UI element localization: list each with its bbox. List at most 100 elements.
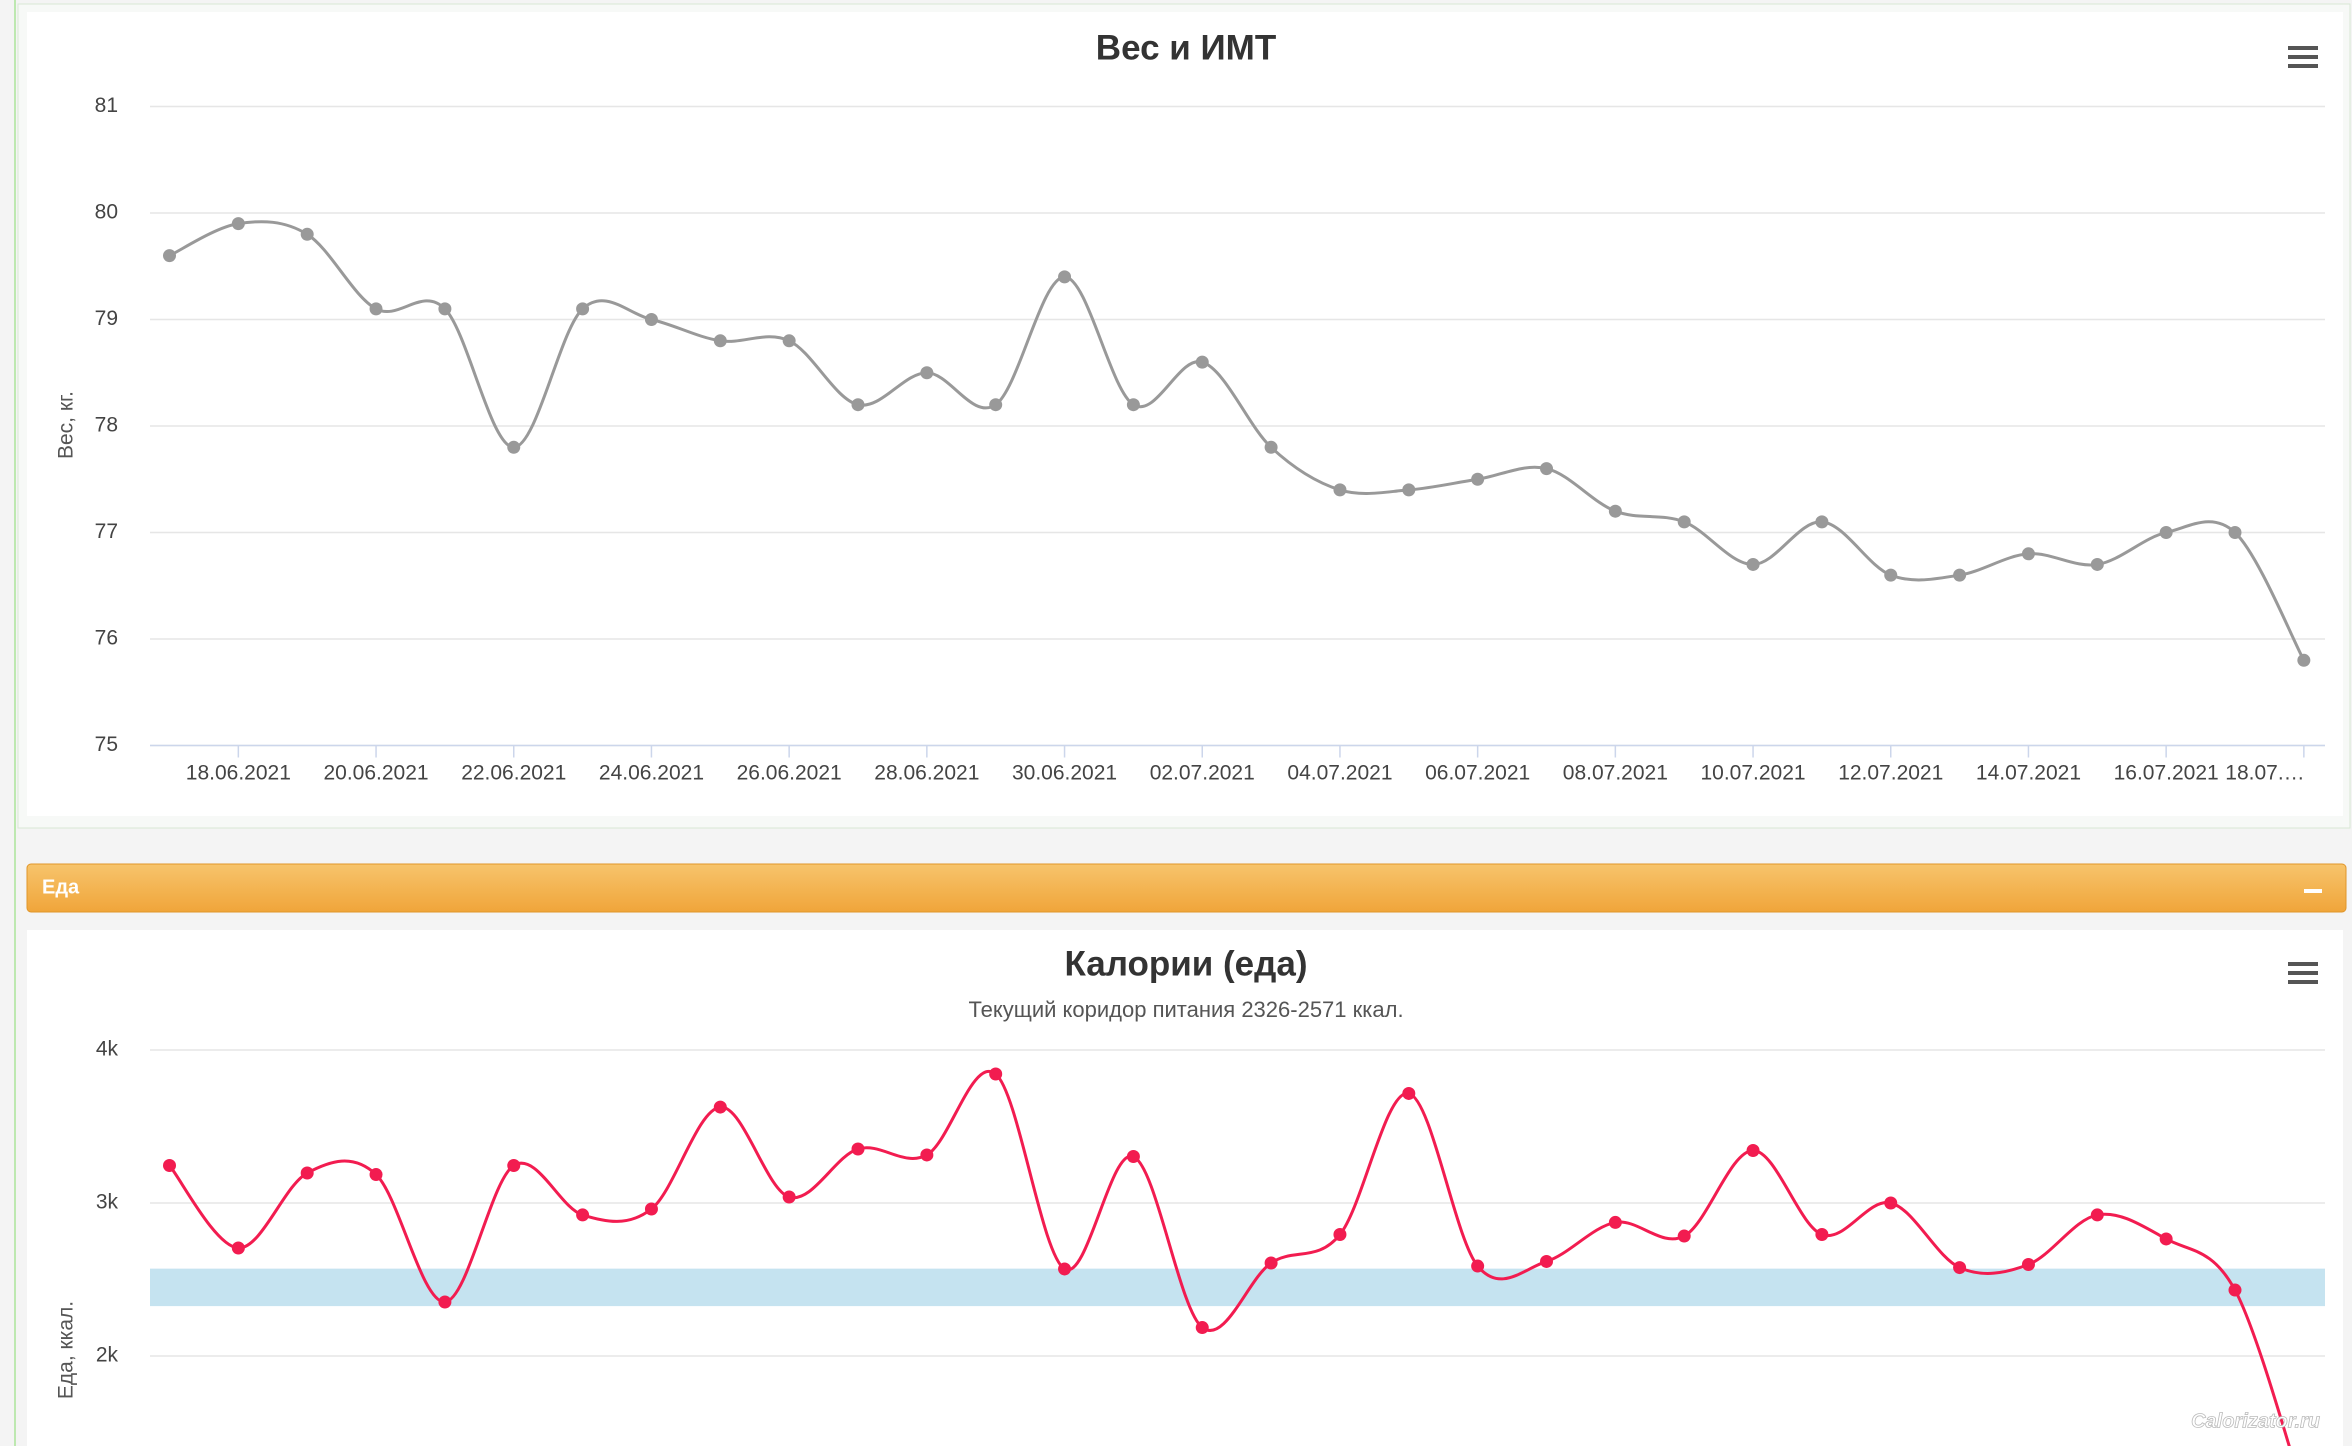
point <box>163 1159 176 1173</box>
point <box>1884 1196 1898 1210</box>
point <box>507 1159 521 1173</box>
point <box>1471 472 1485 486</box>
point <box>851 1142 865 1156</box>
point <box>300 227 314 241</box>
x-tick-label: 28.06.2021 <box>874 762 979 785</box>
point <box>1126 1149 1140 1163</box>
x-tick-label: 30.06.2021 <box>1012 762 1117 785</box>
calorie-chart: Калории (еда) Текущий коридор питания 232… <box>55 944 2325 1446</box>
point <box>1540 462 1553 476</box>
y-tick-label: 79 <box>95 307 118 330</box>
x-tick-label: 14.07.2021 <box>1976 762 2081 785</box>
x-tick-label: 02.07.2021 <box>1150 762 1255 785</box>
x-tick-label: 18.06.2021 <box>186 762 291 785</box>
y-tick-label: 80 <box>95 201 118 224</box>
y-tick-label: 78 <box>95 414 118 437</box>
point <box>231 1241 245 1255</box>
point <box>713 334 727 348</box>
point <box>2090 1208 2104 1222</box>
chart-title: Вес и ИМТ <box>1096 28 1276 67</box>
y-tick-label: 81 <box>95 94 118 117</box>
point <box>1746 557 1760 571</box>
x-tick-label: 10.07.2021 <box>1700 762 1805 785</box>
panel-title: Еда <box>42 876 80 898</box>
point <box>1195 355 1209 369</box>
x-tick-label: 08.07.2021 <box>1563 762 1668 785</box>
point <box>1195 1321 1209 1335</box>
point <box>1953 1261 1967 1275</box>
x-tick-label: 24.06.2021 <box>599 762 704 785</box>
point <box>2297 653 2311 667</box>
point <box>1815 515 1829 529</box>
point <box>1402 483 1416 497</box>
chart-card <box>27 12 2343 816</box>
chart-subtitle: Текущий коридор питания 2326-2571 ккал. <box>968 997 1403 1022</box>
left-border <box>14 0 16 1446</box>
point <box>920 1148 934 1162</box>
y-tick-label: 3k <box>96 1191 119 1214</box>
point <box>782 1190 796 1204</box>
weight-chart: Вес и ИМТ Вес, кг. 75 76 77 78 79 80 81 18.06.202… <box>55 28 2325 785</box>
menu-icon[interactable] <box>2288 46 2318 68</box>
y-tick-label: 76 <box>95 627 118 650</box>
x-tick-label: 26.06.2021 <box>737 762 842 785</box>
point <box>1471 1259 1485 1273</box>
point <box>576 302 590 316</box>
point <box>2159 526 2173 539</box>
point <box>2159 1232 2173 1246</box>
point <box>300 1166 314 1180</box>
point <box>1058 1262 1072 1276</box>
point <box>713 1100 727 1114</box>
x-tick-label: 06.07.2021 <box>1425 762 1530 785</box>
point <box>782 334 796 348</box>
collapse-icon[interactable] <box>2304 889 2322 893</box>
point <box>1333 483 1347 497</box>
point <box>1677 515 1691 529</box>
point <box>438 1295 452 1309</box>
x-tick-label: 22.06.2021 <box>461 762 566 785</box>
y-tick-label: 77 <box>95 520 118 543</box>
point <box>989 1067 1003 1081</box>
chart-title: Калории (еда) <box>1064 944 1307 983</box>
point <box>1402 1086 1416 1100</box>
point <box>507 440 521 454</box>
point <box>1884 568 1898 582</box>
point <box>1608 1215 1622 1229</box>
point <box>369 302 383 316</box>
x-tick-label: 16.07.2021 <box>2114 762 2219 785</box>
watermark: Calorizator.ru <box>2191 1410 2320 1432</box>
point <box>989 398 1003 412</box>
x-tick-label: 20.06.2021 <box>323 762 428 785</box>
y-tick-label: 2k <box>96 1344 119 1367</box>
point <box>1540 1254 1553 1268</box>
point <box>163 249 176 263</box>
panel-header[interactable] <box>26 863 2347 913</box>
menu-icon[interactable] <box>2288 962 2318 984</box>
point <box>1058 270 1072 284</box>
x-tick-label: 18.07.… <box>2225 762 2304 785</box>
plot-band <box>150 1268 2325 1307</box>
point <box>369 1168 383 1182</box>
point <box>1953 568 1967 582</box>
y-axis-title: Вес, кг. <box>55 391 78 459</box>
x-tick-label: 12.07.2021 <box>1838 762 1943 785</box>
point <box>2021 547 2035 561</box>
point <box>2228 526 2242 539</box>
point <box>231 217 245 231</box>
point <box>851 398 865 412</box>
point <box>576 1208 590 1222</box>
point <box>1746 1144 1760 1158</box>
point <box>1264 1256 1278 1270</box>
point <box>438 302 452 316</box>
y-tick-label: 4k <box>96 1038 119 1061</box>
point <box>2228 1283 2242 1297</box>
point <box>1677 1229 1691 1243</box>
y-axis-title: Еда, ккал. <box>55 1301 78 1399</box>
point <box>644 313 658 326</box>
point <box>920 366 934 380</box>
point <box>2090 557 2104 571</box>
point <box>1126 398 1140 412</box>
point <box>1264 440 1278 454</box>
